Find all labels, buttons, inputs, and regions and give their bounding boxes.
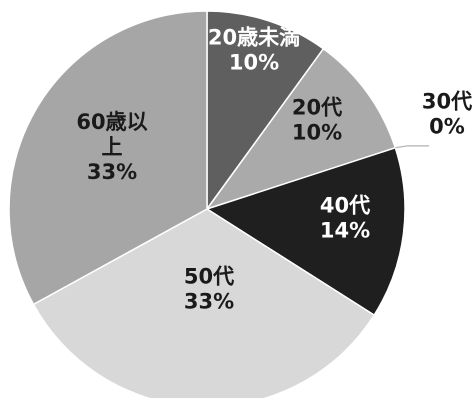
slice-category-under-20: 20歳未満 <box>208 26 300 50</box>
pie-slice-under-20 <box>206 10 325 212</box>
pie-slice-60-and-over <box>8 10 208 306</box>
pie-slice-40s <box>205 146 406 317</box>
pie-slice-50s <box>32 208 376 398</box>
slice-value-40s: 14% <box>320 219 370 243</box>
pie-slice-20s <box>205 47 397 211</box>
slice-category-60-and-over: 60歳以 <box>76 110 147 134</box>
slice-category-20s: 20代 <box>292 96 342 120</box>
leader-line-30s <box>395 145 429 149</box>
slice-category-60-and-over: 上 <box>102 135 123 159</box>
slice-value-50s: 33% <box>184 290 234 314</box>
slice-category-50s: 50代 <box>184 265 234 289</box>
slice-category-30s: 30代 <box>422 90 472 114</box>
slice-value-30s: 0% <box>429 115 465 139</box>
slice-value-60-and-over: 33% <box>87 160 137 184</box>
slice-value-20s: 10% <box>292 121 342 145</box>
slice-category-40s: 40代 <box>320 194 370 218</box>
pie-slices <box>8 10 406 398</box>
slice-value-under-20: 10% <box>229 51 279 75</box>
